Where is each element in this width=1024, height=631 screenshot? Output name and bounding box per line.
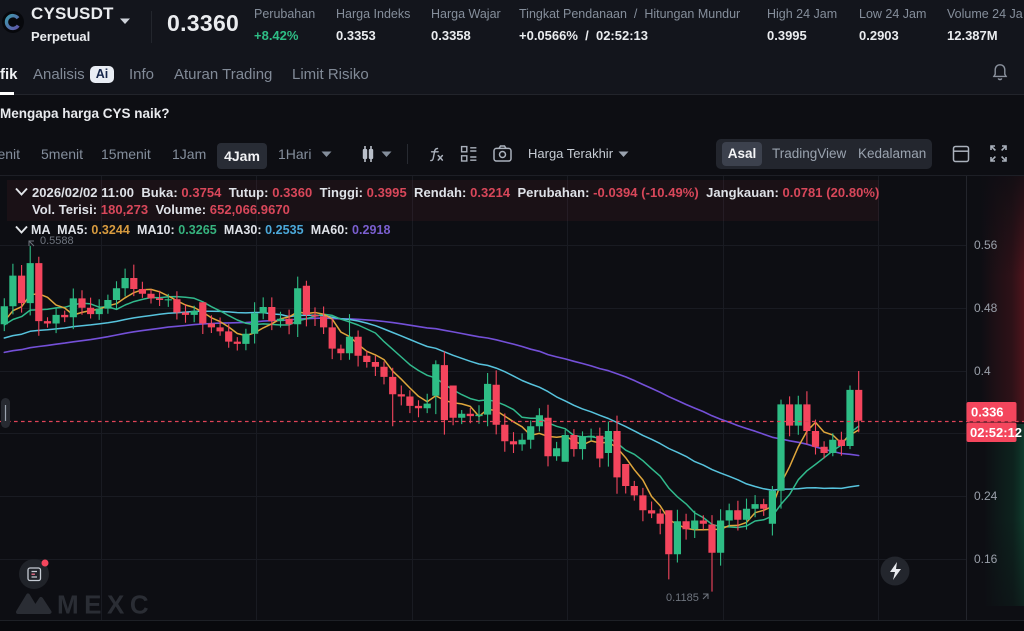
svg-text:0.48: 0.48	[974, 301, 998, 315]
svg-text:02:52:12: 02:52:12	[970, 425, 1022, 440]
svg-text:0.56: 0.56	[974, 238, 998, 252]
svg-text:0.16: 0.16	[974, 552, 998, 566]
svg-text:MEXC: MEXC	[57, 590, 154, 620]
svg-text:0.336: 0.336	[971, 405, 1004, 420]
svg-text:0.4: 0.4	[974, 364, 991, 378]
svg-text:0.5588: 0.5588	[40, 235, 74, 247]
svg-text:0.24: 0.24	[974, 489, 998, 503]
svg-text:0.1185: 0.1185	[666, 592, 699, 604]
